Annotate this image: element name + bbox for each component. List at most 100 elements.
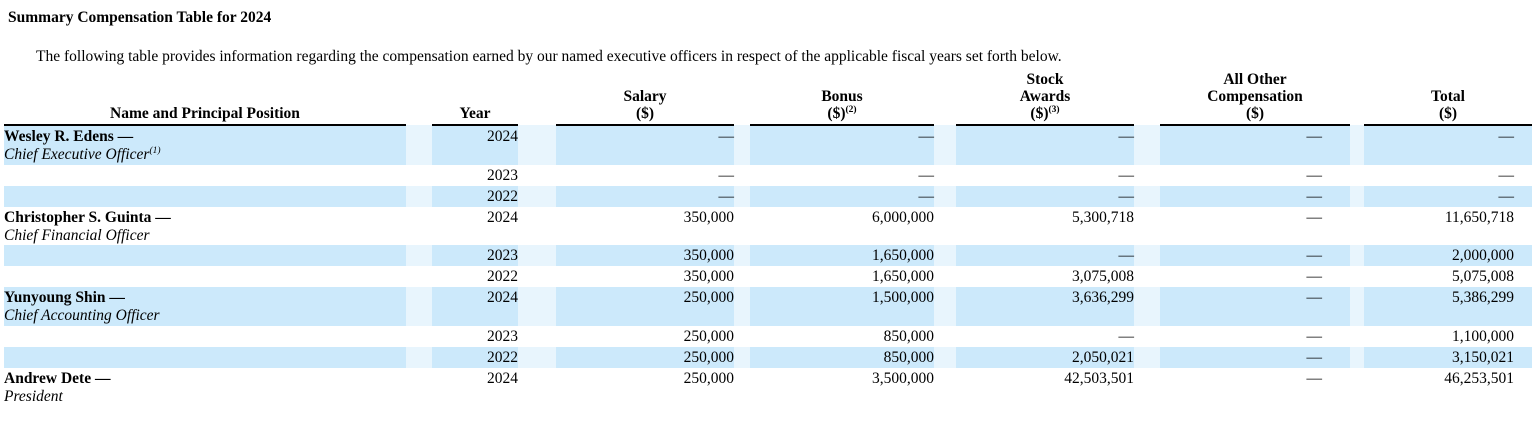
header-label: Year bbox=[459, 105, 491, 123]
spacer-cell bbox=[734, 245, 750, 267]
year-cell: 2024 bbox=[432, 287, 518, 327]
spacer-cell bbox=[934, 347, 956, 369]
all-other-compensation-cell: — bbox=[1160, 347, 1350, 369]
spacer-cell bbox=[518, 368, 556, 407]
header-spacer bbox=[1350, 71, 1364, 125]
footnote-ref: (2) bbox=[845, 104, 857, 115]
table-row: 2023 250,000 850,000 — — 1,100,000 bbox=[4, 326, 1532, 347]
table-row: Christopher S. Guinta — Chief Financial … bbox=[4, 207, 1532, 246]
officer-title: Chief Accounting Officer bbox=[4, 307, 160, 325]
spacer-cell bbox=[1350, 185, 1364, 207]
bonus-cell: 850,000 bbox=[750, 347, 934, 369]
spacer-cell bbox=[406, 266, 432, 287]
spacer-cell bbox=[406, 245, 432, 267]
header-spacer bbox=[1134, 71, 1160, 125]
total-cell: — bbox=[1364, 125, 1532, 165]
page-title: Summary Compensation Table for 2024 bbox=[8, 9, 272, 26]
header-label: Bonus bbox=[821, 88, 863, 106]
year-cell: 2022 bbox=[487, 268, 518, 286]
officer-title-text: Chief Executive Officer bbox=[4, 145, 150, 163]
stock-awards-cell: — bbox=[1118, 166, 1135, 184]
spacer-cell bbox=[1134, 347, 1160, 369]
officer-name-cell bbox=[4, 165, 406, 186]
total-cell: 3,150,021 bbox=[1364, 347, 1532, 369]
header-unit: ($)(3) bbox=[956, 105, 1134, 122]
spacer-cell bbox=[406, 287, 432, 327]
footnote-ref: (3) bbox=[1048, 104, 1060, 115]
spacer-cell bbox=[1350, 125, 1364, 165]
spacer-cell bbox=[734, 185, 750, 207]
column-header-all-other-compensation: All Other Compensation ($) bbox=[1160, 71, 1350, 127]
table-row: 2023 — — — — — bbox=[4, 165, 1532, 186]
spacer-cell bbox=[1134, 125, 1160, 165]
officer-name-cell bbox=[4, 245, 406, 267]
spacer-cell bbox=[734, 368, 750, 407]
table-row: 2023 350,000 1,650,000 — — 2,000,000 bbox=[4, 245, 1532, 267]
stock-awards-cell: — bbox=[956, 125, 1134, 165]
total-cell: 11,650,718 bbox=[1444, 208, 1514, 226]
table-header-row: Name and Principal Position Year Salary … bbox=[4, 71, 1532, 127]
spacer-cell bbox=[1350, 347, 1364, 369]
officer-name: Andrew Dete — bbox=[4, 370, 111, 388]
spacer-cell bbox=[934, 125, 956, 165]
stock-awards-cell: — bbox=[956, 185, 1134, 207]
all-other-compensation-cell: — bbox=[1160, 125, 1350, 165]
header-label: Awards bbox=[1019, 88, 1071, 106]
header-unit: ($) bbox=[1160, 105, 1350, 122]
spacer-cell bbox=[1134, 165, 1160, 186]
year-cell: 2024 bbox=[432, 125, 518, 165]
stock-awards-cell: 3,075,008 bbox=[1072, 268, 1134, 286]
bonus-cell: 1,500,000 bbox=[750, 287, 934, 327]
unit-text: ($) bbox=[1438, 105, 1458, 123]
total-cell: 5,386,299 bbox=[1364, 287, 1532, 327]
spacer-cell bbox=[1134, 287, 1160, 327]
column-header-salary: Salary ($) bbox=[556, 71, 734, 127]
year-cell: 2024 bbox=[487, 370, 518, 388]
header-label: Total bbox=[1431, 88, 1465, 106]
column-header-year: Year bbox=[432, 71, 518, 127]
spacer-cell bbox=[734, 207, 750, 246]
table-row: 2022 250,000 850,000 2,050,021 — 3,150,0… bbox=[4, 347, 1532, 369]
officer-name-cell: Christopher S. Guinta — Chief Financial … bbox=[4, 207, 406, 246]
spacer-cell bbox=[1350, 245, 1364, 267]
all-other-compensation-cell: — bbox=[1306, 328, 1323, 346]
all-other-compensation-cell: — bbox=[1306, 208, 1323, 226]
spacer-cell bbox=[518, 347, 556, 369]
header-spacer bbox=[934, 71, 956, 125]
bonus-cell: — bbox=[750, 185, 934, 207]
salary-cell: — bbox=[718, 166, 735, 184]
table-row: 2022 — — — — — bbox=[4, 185, 1532, 207]
spacer-cell bbox=[518, 245, 556, 267]
spacer-cell bbox=[1134, 245, 1160, 267]
spacer-cell bbox=[734, 266, 750, 287]
header-spacer bbox=[518, 71, 556, 125]
spacer-cell bbox=[934, 207, 956, 246]
officer-name-cell: Andrew Dete — President bbox=[4, 368, 406, 407]
spacer-cell bbox=[1350, 207, 1364, 246]
year-cell: 2023 bbox=[487, 328, 518, 346]
spacer-cell bbox=[1350, 326, 1364, 347]
header-unit: ($) bbox=[556, 105, 734, 122]
spacer-cell bbox=[406, 185, 432, 207]
stock-awards-cell: — bbox=[1118, 328, 1135, 346]
column-header-total: Total ($) bbox=[1364, 71, 1532, 127]
unit-text: ($) bbox=[1245, 105, 1265, 123]
officer-name-cell bbox=[4, 185, 406, 207]
spacer-cell bbox=[518, 165, 556, 186]
all-other-compensation-cell: — bbox=[1160, 287, 1350, 327]
spacer-cell bbox=[734, 287, 750, 327]
intro-paragraph: The following table provides information… bbox=[36, 48, 1062, 65]
unit-text: ($) bbox=[1030, 105, 1049, 123]
header-label: Compensation bbox=[1207, 88, 1303, 106]
total-cell: 1,100,000 bbox=[1452, 328, 1514, 346]
stock-awards-cell: 3,636,299 bbox=[956, 287, 1134, 327]
table-row: 2022 350,000 1,650,000 3,075,008 — 5,075… bbox=[4, 266, 1532, 287]
bonus-cell: 1,650,000 bbox=[750, 245, 934, 267]
spacer-cell bbox=[1350, 165, 1364, 186]
spacer-cell bbox=[518, 125, 556, 165]
spacer-cell bbox=[1134, 266, 1160, 287]
spacer-cell bbox=[406, 165, 432, 186]
salary-cell: 350,000 bbox=[683, 208, 734, 226]
bonus-cell: — bbox=[918, 166, 935, 184]
spacer-cell bbox=[406, 326, 432, 347]
